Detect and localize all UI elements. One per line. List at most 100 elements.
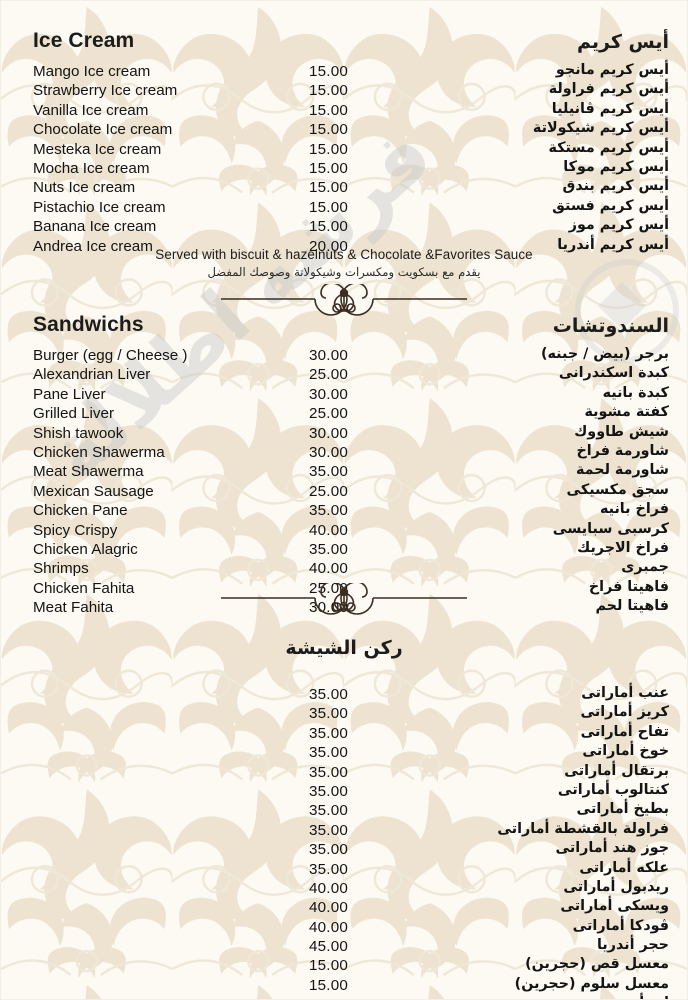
item-price: 35.00 (309, 744, 349, 762)
menu-row[interactable]: 10.00 لى أيس (1, 995, 687, 999)
item-name-ar: تفاح أماراتى (580, 723, 669, 740)
item-name-ar: كرسبى سبايسى (552, 520, 669, 537)
menu-row[interactable]: 40.00 ريدبول أماراتى (1, 878, 687, 899)
item-name-ar: خوخ أماراتى (582, 743, 669, 760)
menu-row[interactable]: Grilled Liver 25.00 كفتة مشوية (1, 404, 687, 424)
menu-row[interactable]: Chicken Pane 35.00 فراخ بانيه (1, 501, 687, 521)
item-name-ar: أيس كريم مانجو (555, 62, 669, 78)
menu-row[interactable]: Mango Ice cream 15.00 أيس كريم مانجو (1, 62, 687, 82)
ice-cream-serving-note: Served with biscuit & hazelnuts & Chocol… (1, 247, 687, 279)
menu-row[interactable]: Chicken Alagric 35.00 فراخ الاجريك (1, 540, 687, 560)
serving-note-en: Served with biscuit & hazelnuts & Chocol… (155, 247, 533, 262)
item-name-ar: معسل قص (حجرين) (525, 956, 669, 973)
item-price: 10.00 (309, 996, 348, 999)
item-name-ar: ريدبول أماراتى (563, 878, 669, 895)
item-price: 35.00 (309, 802, 349, 820)
section-header-sandwichs: Sandwichs السندوتشات (1, 313, 687, 343)
item-price: 15.00 (309, 179, 349, 197)
item-price: 25.00 (309, 366, 349, 384)
item-name-ar: علكه أماراتى (579, 859, 669, 876)
item-name-en: Shish tawook (33, 424, 124, 442)
menu-row[interactable]: 35.00 تفاح أماراتى (1, 723, 687, 744)
menu-row[interactable]: Pane Liver 30.00 كبدة بانيه (1, 385, 687, 405)
item-name-en: Chicken Alagric (33, 540, 138, 558)
menu-row[interactable]: Alexandrian Liver 25.00 كبدة اسكندرانى (1, 365, 687, 385)
item-price: 35.00 (309, 841, 349, 859)
item-name-en: Mesteka Ice cream (33, 140, 162, 158)
item-price: 35.00 (309, 705, 349, 723)
item-price: 35.00 (309, 821, 349, 839)
item-name-ar: شيش طاووك (574, 423, 669, 440)
menu-row[interactable]: 15.00 معسل سلوم (حجرين) (1, 976, 687, 996)
menu-row[interactable]: Spicy Crispy 40.00 كرسبى سبايسى (1, 520, 687, 541)
item-price: 40.00 (309, 560, 349, 578)
item-price: 25.00 (309, 482, 349, 500)
menu-row[interactable]: Shrimps 40.00 جمبرى (1, 559, 687, 579)
menu-row[interactable]: 35.00 بطيخ أماراتى (1, 801, 687, 821)
menu-row[interactable]: 15.00 معسل قص (حجرين) (1, 956, 687, 976)
menu-row[interactable]: Vanilla Ice cream 15.00 أيس كريم ڤانيليا (1, 101, 687, 121)
item-name-ar: جوز هند أماراتى (555, 840, 669, 857)
item-name-en: Vanilla Ice cream (33, 101, 149, 119)
item-price: 40.00 (309, 899, 349, 917)
item-price: 40.00 (309, 918, 349, 936)
item-price: 15.00 (309, 140, 349, 158)
menu-row[interactable]: 35.00 جوز هند أماراتى (1, 840, 687, 860)
item-name-ar: كنتالوب أماراتى (557, 781, 669, 798)
item-name-ar: ويسكى أماراتى (560, 898, 669, 915)
menu-row[interactable]: Strawberry Ice cream 15.00 أيس كريم فراو… (1, 81, 687, 101)
item-price: 30.00 (309, 424, 349, 442)
item-price: 35.00 (309, 782, 349, 800)
item-name-en: Meat Shawerma (33, 463, 144, 481)
item-price: 35.00 (309, 686, 349, 703)
item-price: 35.00 (309, 860, 349, 878)
item-price: 45.00 (309, 938, 349, 956)
menu-row[interactable]: 35.00 كريز أماراتى (1, 704, 687, 724)
item-price: 15.00 (309, 101, 349, 119)
section-title-en: Sandwichs (33, 313, 144, 336)
item-name-ar: برجر (بيض / جبنه) (540, 346, 669, 362)
item-name-en: Pane Liver (33, 385, 106, 403)
menu-row[interactable]: Mocha Ice cream 15.00 أيس كريم موكا (1, 159, 687, 179)
menu-row[interactable]: 40.00 ويسكى أماراتى (1, 898, 687, 918)
item-price: 40.00 (309, 521, 349, 539)
menu-row[interactable]: Banana Ice cream 15.00 أيس كريم موز (1, 217, 687, 237)
menu-row[interactable]: Mesteka Ice cream 15.00 أيس كريم مستكة (1, 139, 687, 160)
menu-row[interactable]: 35.00 كنتالوب أماراتى (1, 781, 687, 802)
menu-row[interactable]: Mexican Sausage 25.00 سجق مكسيكى (1, 482, 687, 502)
section-header-shisha: ركن الشيشة (1, 637, 687, 659)
item-price: 35.00 (309, 463, 349, 481)
menu-row[interactable]: 35.00 علكه أماراتى (1, 859, 687, 880)
item-name-ar: فراخ بانيه (599, 501, 669, 518)
menu-row[interactable]: Nuts Ice cream 15.00 أيس كريم بندق (1, 178, 687, 198)
section-sandwichs: Sandwichs السندوتشات Burger (egg / Chees… (1, 313, 687, 618)
item-name-ar: أيس كريم مستكة (548, 139, 669, 156)
menu-row[interactable]: 35.00 برتقال أماراتى (1, 763, 687, 783)
item-price: 15.00 (309, 63, 349, 80)
item-name-en: Chicken Shawerma (33, 443, 165, 461)
menu-row[interactable]: Burger (egg / Cheese ) 30.00 برجر (بيض /… (1, 346, 687, 366)
menu-row[interactable]: 35.00 فراولة بالقشطة أماراتى (1, 820, 687, 841)
item-name-en: Mexican Sausage (33, 482, 154, 500)
menu-row[interactable]: Meat Shawerma 35.00 شاورمة لحمة (1, 462, 687, 482)
menu-row[interactable]: Chocolate Ice cream 15.00 أيس كريم شيكول… (1, 120, 687, 140)
menu-row[interactable]: 40.00 ڤودكا أماراتى (1, 918, 687, 938)
menu-row[interactable]: 35.00 خوخ أماراتى (1, 743, 687, 763)
item-name-ar: لى أيس (614, 995, 669, 999)
item-name-ar: كريز أماراتى (580, 704, 669, 721)
section-title-ar: ركن الشيشة (285, 637, 403, 659)
menu-row[interactable]: Chicken Shawerma 30.00 شاورمة فراخ (1, 443, 687, 463)
item-price: 15.00 (309, 976, 349, 994)
item-name-ar: فراولة بالقشطة أماراتى (497, 820, 669, 837)
section-shisha: 35.00 عنب أماراتى 35.00 كريز أماراتى 35.… (1, 685, 687, 999)
item-price: 30.00 (309, 347, 349, 364)
item-price: 15.00 (309, 218, 349, 236)
item-name-ar: أيس كريم فستق (552, 197, 669, 214)
menu-row[interactable]: Pistachio Ice cream 15.00 أيس كريم فستق (1, 197, 687, 218)
item-price: 40.00 (309, 879, 349, 897)
item-price: 25.00 (309, 405, 349, 423)
menu-row[interactable]: 45.00 حجر أندريا (1, 937, 687, 957)
menu-row[interactable]: Shish tawook 30.00 شيش طاووك (1, 423, 687, 444)
menu-row[interactable]: 35.00 عنب أماراتى (1, 685, 687, 705)
item-name-en: Grilled Liver (33, 405, 115, 423)
